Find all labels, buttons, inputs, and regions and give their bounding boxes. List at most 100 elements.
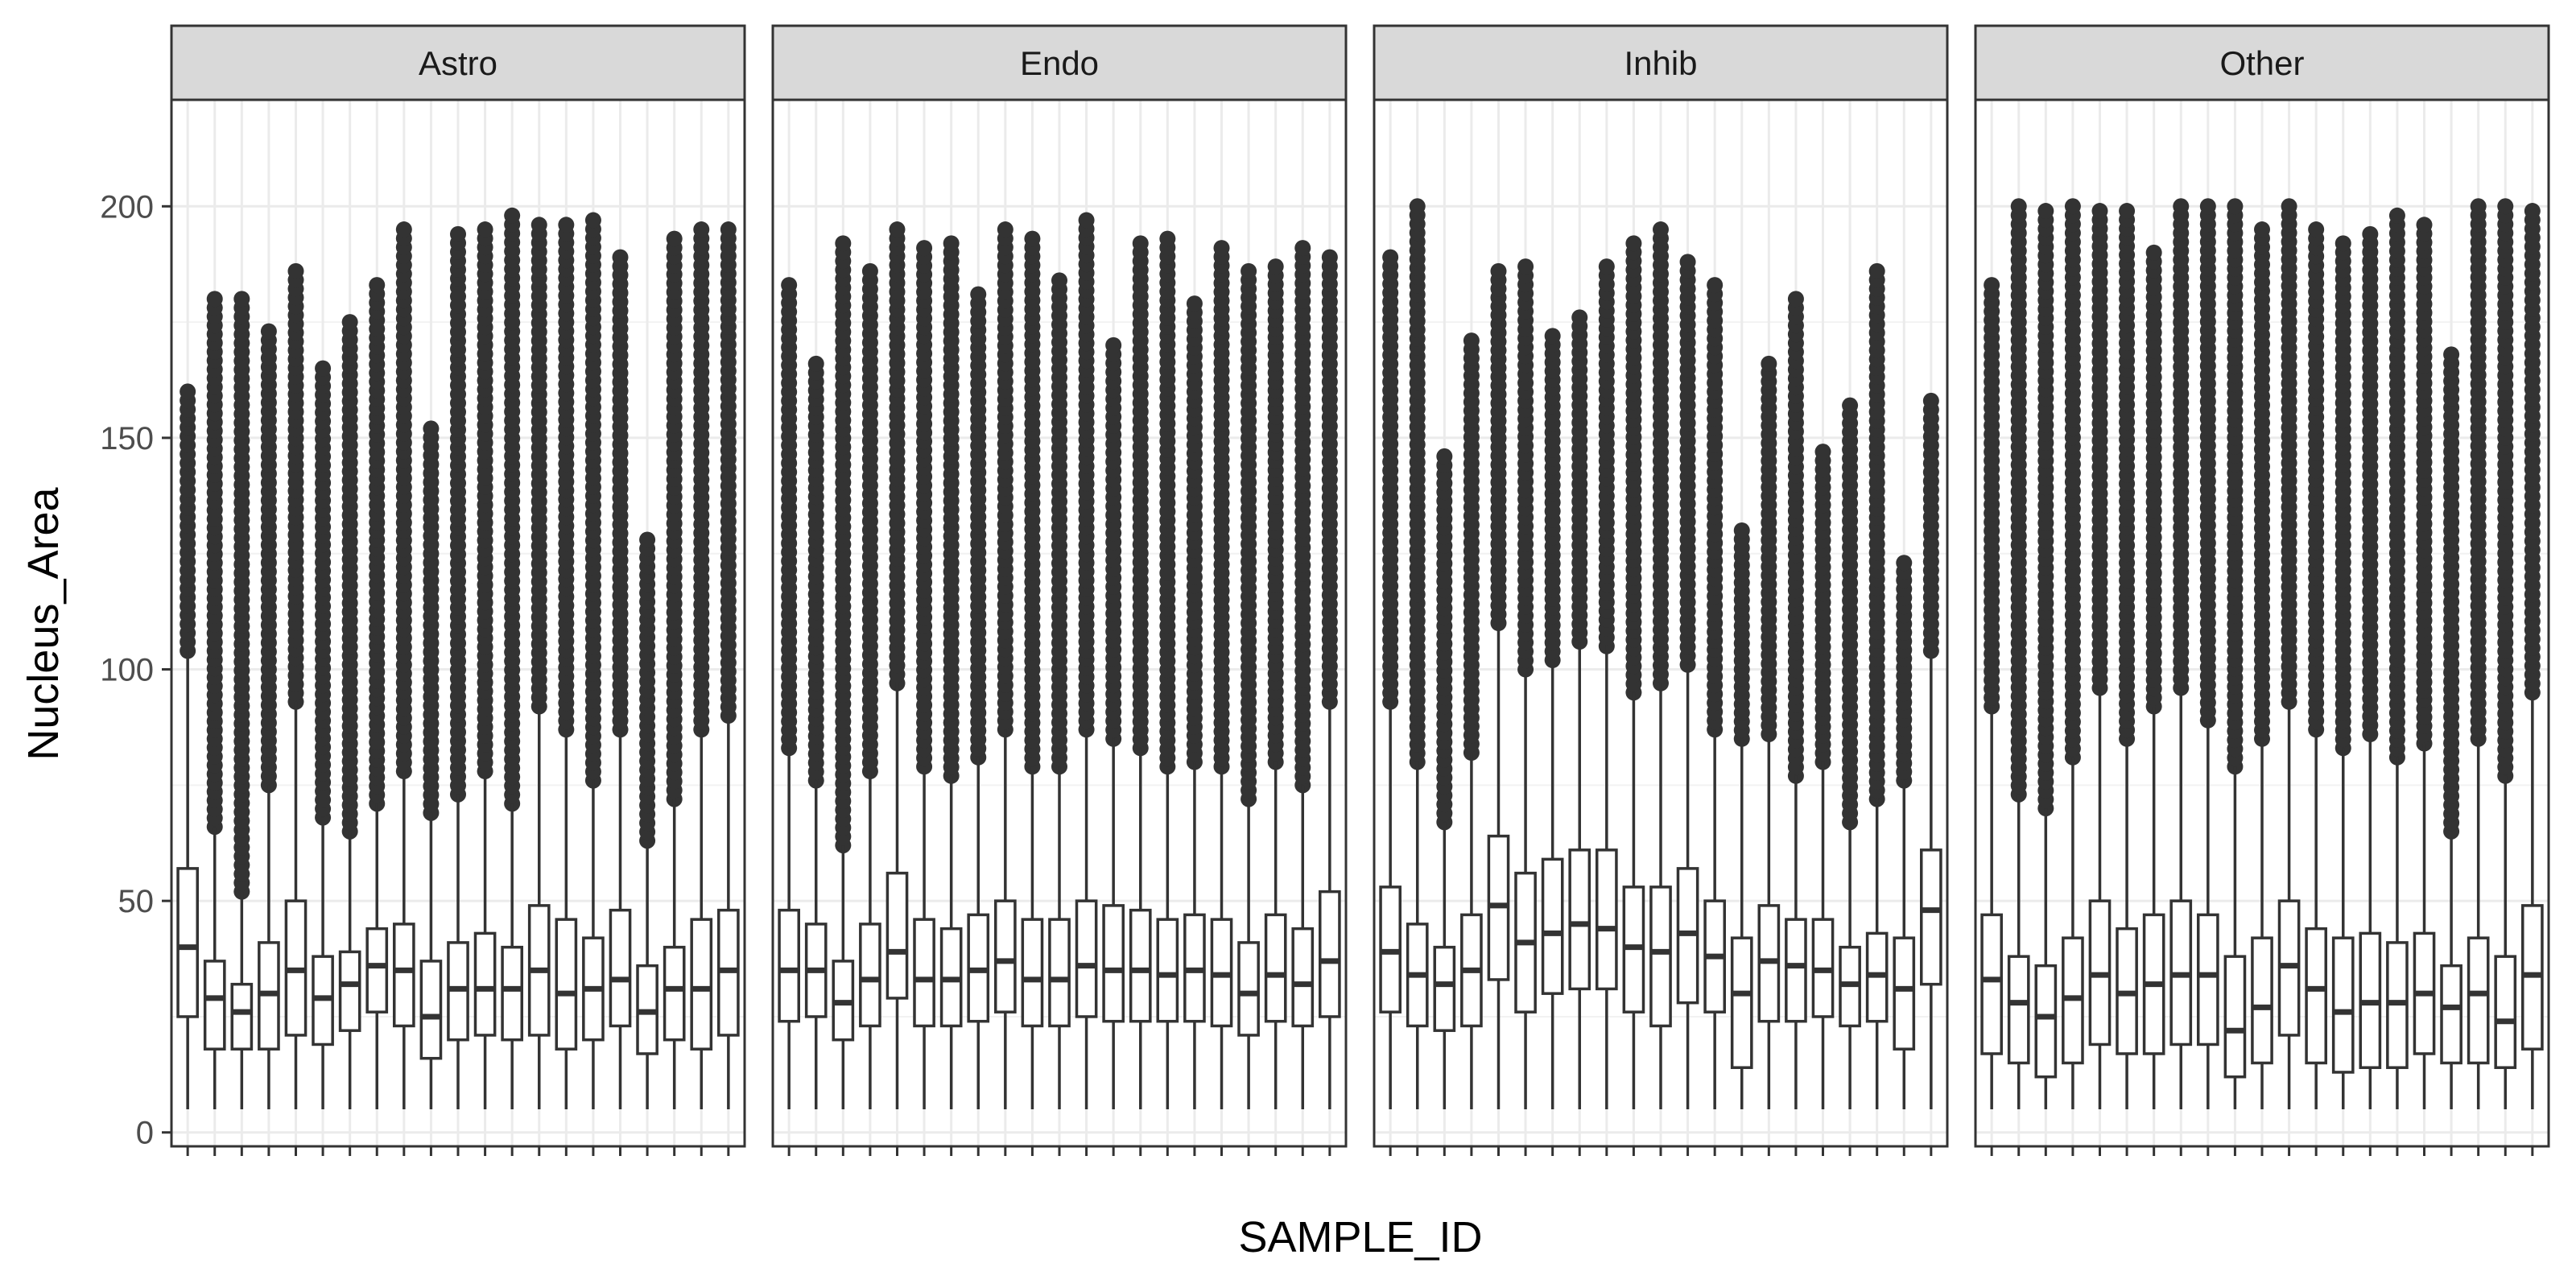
iqr-box — [1920, 848, 1942, 986]
box-endo-7 — [939, 235, 963, 1109]
outlier-point — [2362, 225, 2379, 242]
outlier-point — [2443, 346, 2460, 363]
box-endo-13 — [1102, 336, 1125, 1109]
box-endo-8 — [967, 286, 990, 1109]
outlier-point — [1571, 309, 1588, 326]
outlier-point — [287, 262, 304, 279]
box-other-16 — [2386, 207, 2409, 1109]
outlier-point — [1213, 240, 1230, 257]
iqr-box — [859, 923, 881, 1028]
box-astro-3 — [230, 291, 254, 1109]
box-astro-10 — [419, 420, 443, 1109]
box-endo-11 — [1048, 272, 1071, 1109]
outlier-point — [2199, 198, 2216, 215]
iqr-box — [886, 871, 909, 1000]
box-other-6 — [2116, 203, 2138, 1109]
outlier-point — [1761, 355, 1777, 372]
box-astro-17 — [609, 249, 632, 1109]
box-other-7 — [2142, 244, 2165, 1109]
outlier-point — [450, 225, 466, 242]
box-other-10 — [2223, 198, 2247, 1109]
iqr-box — [1649, 886, 1672, 1028]
iqr-box — [176, 867, 199, 1018]
outlier-point — [997, 221, 1013, 238]
box-endo-16 — [1183, 295, 1206, 1109]
outlier-point — [1024, 230, 1041, 247]
box-endo-20 — [1291, 240, 1315, 1109]
iqr-box — [1433, 945, 1456, 1032]
box-endo-15 — [1156, 230, 1179, 1109]
iqr-box — [1264, 913, 1287, 1023]
outlier-point — [1294, 240, 1311, 257]
outlier-point — [720, 221, 737, 238]
outlier-point — [423, 420, 440, 437]
iqr-box — [2007, 955, 2030, 1065]
outlier-point — [1436, 448, 1453, 464]
facet-panel-astro: Astro — [170, 24, 746, 1156]
iqr-box — [338, 950, 361, 1032]
outlier-point — [916, 240, 933, 257]
outlier-point — [2281, 198, 2297, 215]
box-inhib-11 — [1649, 221, 1672, 1109]
iqr-box — [778, 908, 800, 1023]
box-other-11 — [2251, 221, 2273, 1109]
box-other-15 — [2359, 225, 2382, 1109]
outlier-point — [1241, 262, 1257, 279]
outlier-point — [1984, 277, 2000, 294]
iqr-box — [392, 923, 415, 1028]
box-inhib-7 — [1541, 328, 1564, 1109]
outlier-point — [861, 262, 878, 279]
iqr-box — [1893, 936, 1916, 1051]
iqr-box — [2196, 913, 2219, 1046]
outlier-point — [180, 383, 196, 400]
box-inhib-15 — [1757, 355, 1781, 1109]
outlier-point — [1409, 198, 1426, 215]
iqr-box — [501, 945, 524, 1042]
outlier-point — [2388, 207, 2405, 224]
box-other-4 — [2062, 198, 2084, 1109]
box-inhib-2 — [1406, 198, 1429, 1109]
outlier-point — [1679, 254, 1696, 270]
iqr-box — [2331, 936, 2355, 1074]
outlier-point — [1922, 392, 1939, 409]
y-tick-label: 150 — [100, 421, 154, 456]
box-other-1 — [1980, 277, 2003, 1109]
iqr-box — [2223, 955, 2247, 1079]
outlier-point — [2119, 203, 2136, 220]
y-tick-label: 0 — [136, 1116, 154, 1151]
iqr-box — [1595, 848, 1618, 991]
outlier-point — [612, 249, 629, 266]
box-endo-5 — [886, 221, 909, 1109]
outlier-point — [315, 360, 332, 377]
outlier-point — [1267, 258, 1284, 275]
iqr-box — [993, 899, 1017, 1013]
box-other-8 — [2169, 198, 2193, 1109]
outlier-point — [970, 286, 987, 303]
outlier-point — [1321, 249, 1338, 266]
outlier-point — [395, 221, 412, 238]
iqr-box — [1156, 918, 1179, 1023]
outlier-point — [530, 217, 547, 233]
y-tick-label: 50 — [118, 884, 155, 919]
outlier-point — [2308, 221, 2325, 238]
outlier-point — [1490, 262, 1507, 279]
iqr-box — [1237, 941, 1260, 1037]
iqr-box — [1730, 936, 1753, 1069]
outlier-point — [558, 217, 575, 233]
box-inhib-8 — [1568, 309, 1591, 1109]
outlier-point — [1896, 555, 1913, 572]
box-astro-7 — [338, 314, 361, 1109]
outlier-point — [2254, 221, 2270, 238]
box-inhib-3 — [1433, 448, 1456, 1109]
box-endo-6 — [913, 240, 935, 1109]
iqr-box — [203, 960, 226, 1051]
strip-label: Astro — [419, 44, 497, 82]
box-astro-8 — [365, 277, 389, 1109]
outlier-point — [1625, 235, 1642, 252]
outlier-point — [2227, 198, 2244, 215]
iqr-box — [2034, 964, 2058, 1079]
outlier-point — [341, 314, 358, 331]
box-astro-5 — [284, 262, 308, 1109]
outlier-point — [2334, 235, 2351, 252]
